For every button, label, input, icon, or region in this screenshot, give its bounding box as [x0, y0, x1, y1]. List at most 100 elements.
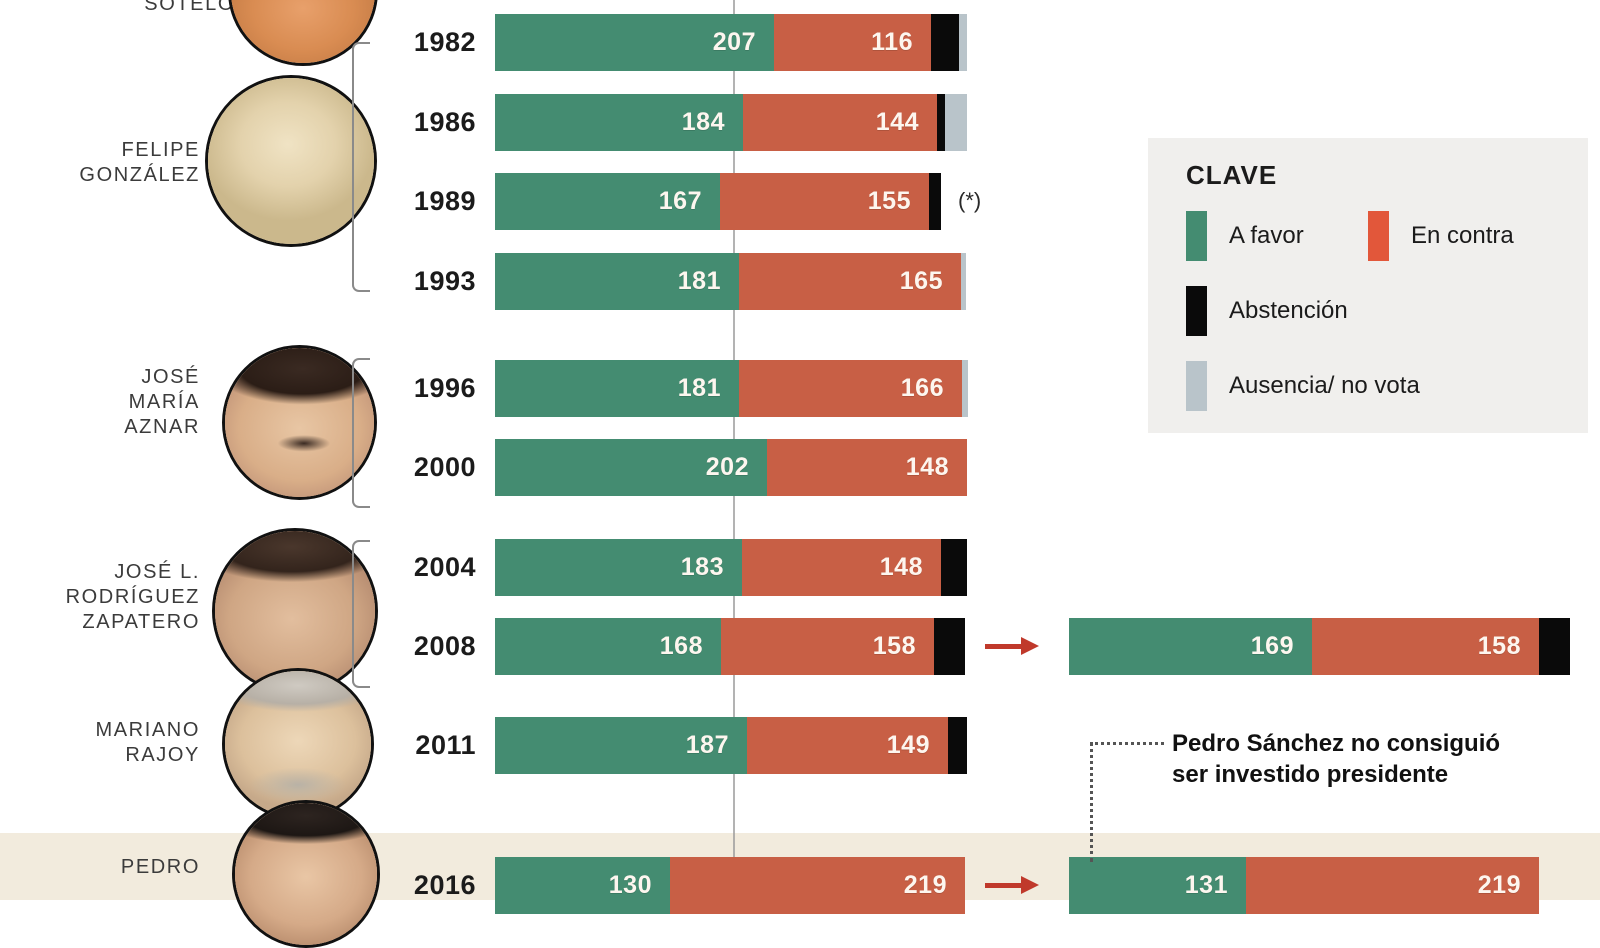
segment-a-favor: 168 [495, 618, 721, 675]
value-a-favor: 181 [677, 267, 721, 295]
year-label-2008: 2008 [413, 631, 476, 661]
legend-label-abstencion: Abstención [1229, 297, 1348, 324]
value-en-contra: 166 [900, 374, 944, 402]
leader-name-line: FELIPE [121, 139, 200, 161]
leader-label-jose-maria-aznar: JOSÉ MARÍA AZNAR [0, 365, 200, 440]
value-a-favor: 168 [659, 632, 703, 660]
value-a-favor: 183 [680, 553, 724, 581]
segment-ausencia [945, 94, 967, 151]
value-a-favor: 169 [1250, 632, 1294, 660]
segment-en-contra: 116 [774, 14, 931, 71]
callout-leader-line-vertical [1090, 742, 1093, 862]
value-en-contra: 155 [867, 187, 911, 215]
value-en-contra: 149 [886, 731, 930, 759]
portrait-jose-maria-aznar [222, 345, 377, 500]
bar-row-1989: 167 155 [495, 173, 941, 230]
value-a-favor: 167 [658, 187, 702, 215]
portrait-felipe-gonzalez [205, 75, 377, 247]
segment-abstencion [948, 717, 967, 774]
leader-label-calvo-sotelo: SOTELO [20, 0, 235, 17]
bar-row-1996: 181 166 [495, 360, 968, 417]
segment-ausencia [961, 253, 966, 310]
leader-name-line: JOSÉ L. [114, 561, 200, 583]
year-label-1996: 1996 [413, 373, 476, 403]
callout-line-2: ser investido presidente [1172, 761, 1449, 788]
bar-row-2004: 183 148 [495, 539, 967, 596]
segment-a-favor: 167 [495, 173, 720, 230]
leader-label-zapatero: JOSÉ L. RODRÍGUEZ ZAPATERO [0, 560, 200, 635]
segment-a-favor: 202 [495, 439, 767, 496]
legend-item-ausencia: Ausencia/ no vota [1186, 361, 1420, 411]
year-label-2011: 2011 [415, 730, 476, 760]
segment-en-contra: 149 [747, 717, 948, 774]
arrow-shaft [985, 644, 1027, 649]
portrait-mariano-rajoy [222, 668, 374, 820]
segment-en-contra: 155 [720, 173, 929, 230]
segment-abstencion [1539, 618, 1570, 675]
year-label-1982: 1982 [413, 27, 476, 57]
bar-row-2011: 187 149 [495, 717, 967, 774]
legend-item-en-contra: En contra [1368, 211, 1514, 261]
value-a-favor: 184 [681, 108, 725, 136]
leader-name-line: MARÍA [128, 391, 200, 413]
segment-en-contra: 158 [721, 618, 934, 675]
segment-a-favor: 131 [1069, 857, 1246, 914]
value-a-favor: 131 [1184, 871, 1228, 899]
segment-abstencion [937, 94, 945, 151]
leader-name-line: RODRÍGUEZ [65, 586, 200, 608]
segment-a-favor: 184 [495, 94, 743, 151]
leader-name-line: GONZÁLEZ [79, 164, 200, 186]
segment-a-favor: 181 [495, 360, 739, 417]
legend-swatch-abstencion [1186, 286, 1207, 336]
legend-label-a-favor: A favor [1229, 222, 1304, 249]
legend-panel: CLAVE A favor En contra Abstención Ausen… [1148, 138, 1588, 433]
portrait-pedro-sanchez [232, 800, 380, 948]
value-en-contra: 158 [1477, 632, 1521, 660]
value-en-contra: 219 [903, 871, 947, 899]
value-en-contra: 219 [1477, 871, 1521, 899]
year-label-2016: 2016 [413, 870, 476, 900]
callout-line-1: Pedro Sánchez no consiguió [1172, 730, 1501, 757]
segment-a-favor: 187 [495, 717, 747, 774]
year-label-2004: 2004 [413, 552, 476, 582]
segment-abstencion [931, 14, 959, 71]
segment-a-favor: 169 [1069, 618, 1312, 675]
segment-en-contra: 144 [743, 94, 937, 151]
leader-name-line: RAJOY [125, 744, 200, 766]
bracket-zapatero [352, 540, 370, 688]
footnote-marker-1989: (*) [958, 188, 982, 213]
legend-swatch-en-contra [1368, 211, 1389, 261]
value-a-favor: 207 [712, 28, 756, 56]
segment-a-favor: 183 [495, 539, 742, 596]
segment-abstencion [934, 618, 965, 675]
arrow-head [1021, 876, 1039, 894]
year-label-2000: 2000 [413, 452, 476, 482]
bar-row-2000: 202 148 [495, 439, 967, 496]
bar-row-1993: 181 165 [495, 253, 966, 310]
legend-item-a-favor: A favor [1186, 211, 1304, 261]
segment-a-favor: 181 [495, 253, 739, 310]
bracket-felipe-gonzalez [352, 42, 370, 292]
year-label-1986: 1986 [413, 107, 476, 137]
leader-name-line: ZAPATERO [82, 611, 200, 633]
callout-pedro-sanchez: Pedro Sánchez no consiguió ser investido… [1172, 728, 1592, 790]
legend-swatch-a-favor [1186, 211, 1207, 261]
segment-en-contra: 219 [1246, 857, 1539, 914]
segment-en-contra: 166 [739, 360, 962, 417]
value-en-contra: 158 [872, 632, 916, 660]
value-a-favor: 187 [685, 731, 729, 759]
value-en-contra: 148 [905, 453, 949, 481]
legend-title: CLAVE [1186, 160, 1278, 190]
year-label-1989: 1989 [413, 186, 476, 216]
repeat-vote-arrow-2016 [985, 876, 1043, 896]
segment-en-contra: 148 [742, 539, 941, 596]
arrow-head [1021, 637, 1039, 655]
legend-swatch-ausencia [1186, 361, 1207, 411]
callout-leader-line-horizontal [1090, 742, 1164, 745]
leader-name-line: PEDRO [120, 856, 200, 878]
leader-label-felipe-gonzalez: FELIPE GONZÁLEZ [0, 138, 200, 188]
bar-row-2008-second-vote: 169 158 [1069, 618, 1570, 675]
leader-label-mariano-rajoy: MARIANO RAJOY [0, 718, 200, 768]
leader-name-line: SOTELO [144, 0, 235, 15]
value-a-favor: 181 [677, 374, 721, 402]
